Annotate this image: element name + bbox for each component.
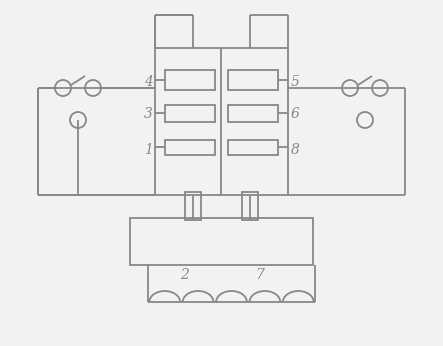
Bar [165, 140, 215, 155]
Text: 6: 6 [291, 107, 299, 121]
Bar [185, 192, 201, 220]
Text: 3: 3 [144, 107, 152, 121]
Text: 2: 2 [181, 268, 190, 282]
Bar [228, 140, 278, 155]
Bar [155, 48, 288, 195]
Bar [242, 192, 258, 220]
Bar [228, 70, 278, 90]
Bar [165, 70, 215, 90]
Text: 7: 7 [256, 268, 264, 282]
Text: 1: 1 [144, 143, 152, 157]
Bar [165, 105, 215, 122]
Text: 8: 8 [291, 143, 299, 157]
Bar [228, 105, 278, 122]
Text: 5: 5 [291, 75, 299, 89]
Bar [130, 218, 313, 265]
Text: 4: 4 [144, 75, 152, 89]
